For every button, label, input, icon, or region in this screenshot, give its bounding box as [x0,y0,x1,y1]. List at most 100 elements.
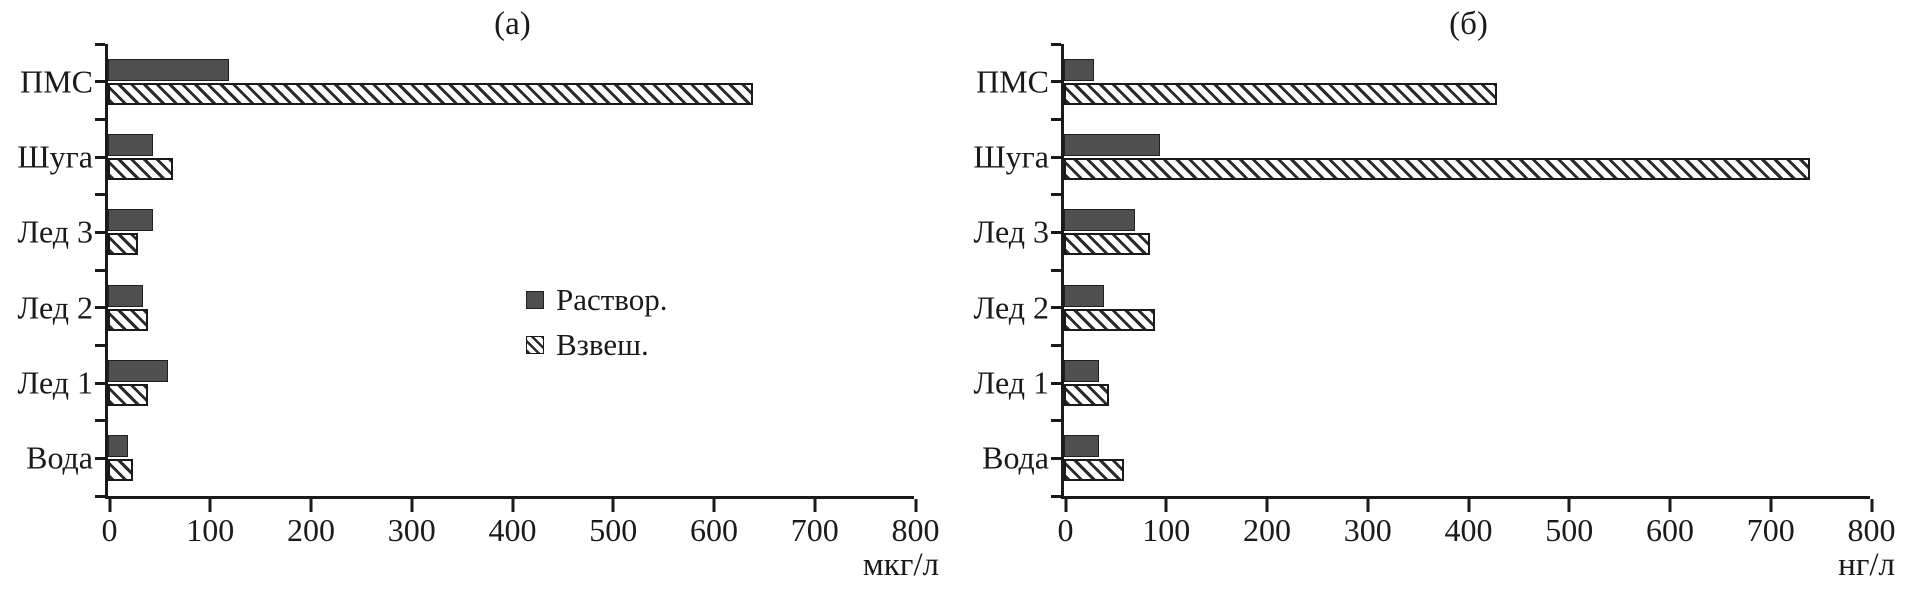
chart-title: (б) [1449,6,1488,42]
legend-item: Взвеш. [526,327,667,363]
unit-row: мкг/л [108,547,939,593]
bar-suspended [1064,459,1124,482]
x-tick [108,499,111,512]
y-tick [1051,343,1061,347]
y-tick [1051,193,1061,197]
y-tick [95,80,105,84]
y-tick [95,456,105,460]
y-tick [95,230,105,234]
bar-dissolved [108,360,168,382]
y-tick [1051,42,1061,46]
bar-suspended [108,308,148,331]
category-label: Лед 1 [973,364,1049,401]
x-tick-label: 700 [1746,512,1795,548]
x-tick [410,499,414,512]
x-axis-unit: мкг/л [862,547,939,583]
chart-panel-a: (а) ПМС Шуга Лед 3 Лед 2 Лед 1 Вода Раствор. В… [0,0,956,594]
chart-panel-b: (б) ПМС Шуга Лед 3 Лед 2 Лед 1 Вода 0 100 200 30… [956,0,1913,594]
x-tick [813,499,817,512]
category-label: ПМС [976,63,1049,100]
bar-suspended [1064,158,1810,180]
bar-dissolved [108,134,153,156]
x-tick [1870,499,1873,512]
x-tick [914,499,917,512]
y-tick [1051,419,1061,423]
x-tick [1769,499,1773,512]
y-tick [1051,230,1061,234]
category-label: ПМС [20,63,93,100]
legend-label: Взвеш. [556,327,649,362]
x-tick-label: 500 [589,512,638,548]
y-tick [1051,155,1061,159]
y-tick [95,343,105,347]
x-tick-label: 400 [488,512,537,548]
x-tick [1064,499,1067,512]
x-tick-label: 200 [287,512,335,548]
x-tick [208,499,212,512]
x-tick [1467,499,1470,512]
bar-suspended [1064,384,1109,406]
y-tick [95,117,105,121]
x-tick [1567,499,1571,512]
bar-suspended [1064,233,1150,256]
y-tick [1051,306,1061,310]
x-tick-label: 400 [1444,512,1493,548]
y-tick [1051,80,1061,84]
legend: Раствор. Взвеш. [526,282,667,372]
x-tick-label: 700 [790,512,839,548]
bar-dissolved [1064,435,1099,458]
category-label: Шуга [973,138,1049,175]
x-tick-label: 100 [186,512,235,548]
chart-body: ПМС Шуга Лед 3 Лед 2 Лед 1 Вода [956,42,1913,499]
y-tick [1051,268,1061,272]
y-tick [95,268,105,272]
x-tick [611,499,615,512]
bar-dissolved [1064,284,1104,307]
category-axis: ПМС Шуга Лед 3 Лед 2 Лед 1 Вода [0,44,105,499]
x-tick [1265,499,1269,512]
bar-suspended [108,384,148,406]
bar-dissolved [108,209,153,232]
x-tick-label: 600 [690,512,738,548]
plot-area [1051,42,1870,499]
unit-row: нг/л [1064,547,1895,593]
x-tick-label: 100 [1142,512,1191,548]
bar-suspended [108,459,133,482]
x-axis: 0 100 200 300 400 500 600 700 800 [102,499,940,549]
x-tick-label: 300 [387,512,436,548]
x-tick-label: 800 [891,512,940,548]
category-label: Шуга [17,138,93,175]
x-axis: 0 100 200 300 400 500 600 700 800 [1058,499,1896,549]
y-tick [1051,381,1061,385]
y-tick [95,155,105,159]
category-label: Лед 2 [17,289,93,326]
y-tick [1051,494,1061,498]
x-tick [309,499,313,512]
bar-dissolved [1064,134,1160,156]
chart-body: ПМС Шуга Лед 3 Лед 2 Лед 1 Вода Раствор. Взвеш… [0,42,956,499]
x-tick-label: 200 [1243,512,1291,548]
bar-suspended [1064,82,1497,105]
bar-dissolved [108,435,128,458]
category-label: Вода [26,439,93,476]
bar-suspended [108,82,753,105]
y-tick [1051,456,1061,460]
category-label: Лед 2 [973,289,1049,326]
y-tick [95,193,105,197]
category-label: Лед 3 [973,213,1049,250]
y-tick [95,419,105,423]
x-tick [1164,499,1168,512]
legend-swatch-dissolved [526,291,544,309]
x-tick-label: 300 [1343,512,1392,548]
category-axis: ПМС Шуга Лед 3 Лед 2 Лед 1 Вода [956,44,1061,499]
category-label: Лед 3 [17,213,93,250]
bar-dissolved [108,284,143,307]
x-tick-label: 0 [101,512,118,548]
y-tick [95,381,105,385]
x-tick-label: 500 [1545,512,1594,548]
x-tick [1366,499,1370,512]
bar-dissolved [1064,58,1094,81]
chart-title: (а) [494,6,531,42]
bar-suspended [1064,308,1155,331]
